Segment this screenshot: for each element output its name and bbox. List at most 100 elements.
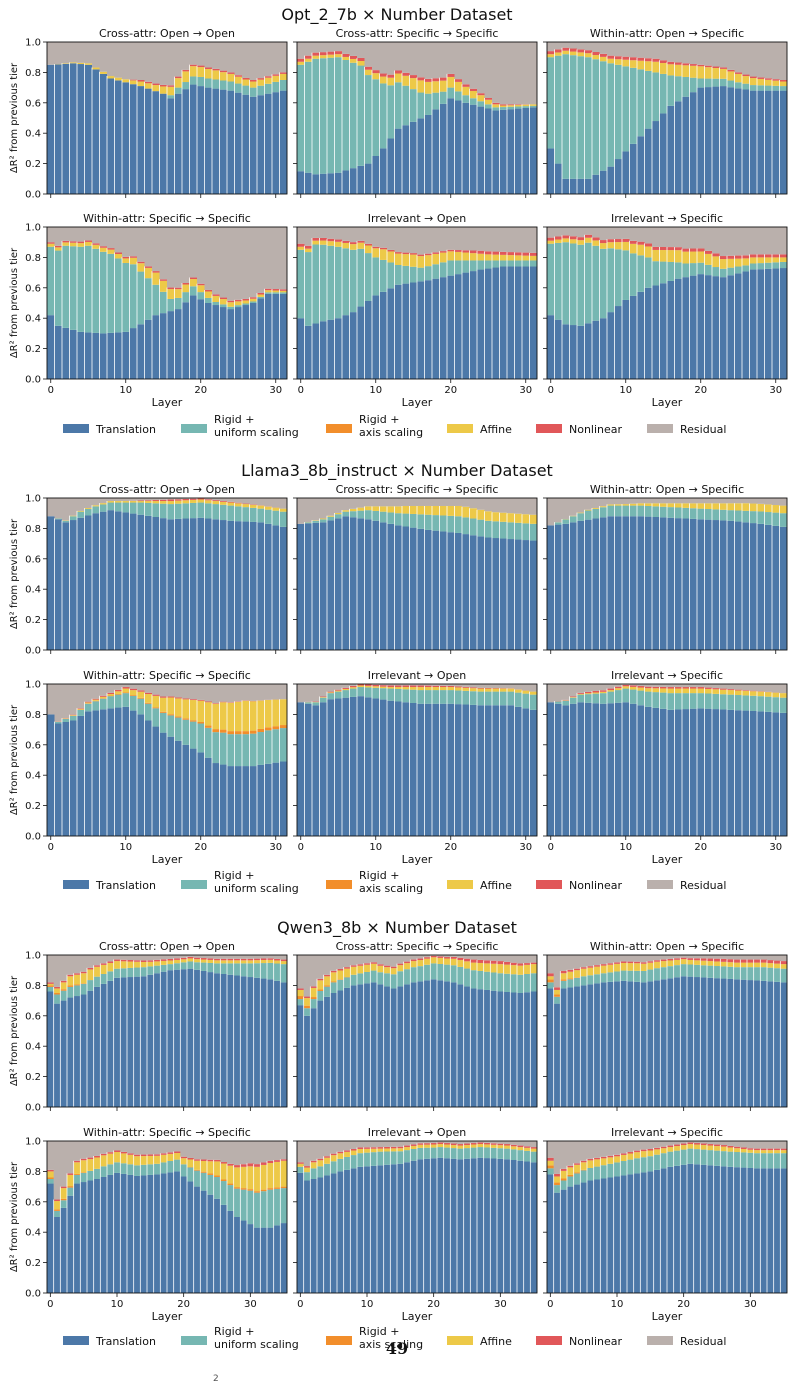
y-tick-label: 0.8 [25, 1167, 41, 1178]
bar-segment-residual [712, 227, 720, 254]
bar-segment-translation [167, 98, 175, 194]
bar-segment-rigid [742, 83, 750, 90]
bar-segment-residual [779, 684, 788, 694]
bar-segment-translation [647, 1171, 654, 1293]
bar-segment-rigid [334, 691, 343, 699]
bar-segment-rigid [242, 507, 250, 522]
bar-segment-residual [547, 684, 555, 703]
bar-segment-rigid [742, 695, 750, 711]
bar-segment-nonlinear [323, 1156, 331, 1158]
bar-segment-nonlinear [547, 237, 555, 241]
bar-segment-nonlinear [484, 687, 493, 689]
bar-segment-affine [462, 687, 470, 691]
bar-segment-nonlinear [477, 93, 485, 96]
bar-segment-nonlinear [182, 69, 190, 72]
bar-segment-translation [409, 703, 418, 836]
bar-segment-affine [523, 1147, 531, 1151]
bar-segment-nonlinear [107, 248, 115, 250]
bar-segment-nonlinear [592, 690, 600, 693]
bar-segment-rigid [337, 979, 344, 991]
bar-segment-translation [67, 997, 74, 1107]
bar-segment-residual [614, 42, 623, 57]
bar-segment-nonlinear [547, 973, 554, 977]
bar-segment-nonlinear [600, 964, 608, 966]
bar-segment-affine [394, 73, 403, 83]
bar-segment-rigid [200, 962, 208, 971]
bar-segment-rigid [719, 268, 728, 278]
bar-segment-affine [249, 701, 258, 731]
bar-segment-translation [492, 110, 500, 194]
bar-segment-translation [107, 1174, 114, 1293]
bar-segment-nonlinear [573, 968, 581, 971]
bar-segment-affine [402, 505, 410, 514]
subplot-title: Within-attr: Specific → Specific [83, 212, 251, 225]
bar-segment-rigid [253, 963, 261, 978]
bar-segment-affine [212, 501, 220, 505]
bar-segment-nonlinear [587, 966, 594, 968]
bar-segment-rigid [469, 691, 478, 705]
bar-segment-residual [417, 498, 425, 506]
bar-segment-rigid [334, 246, 343, 319]
bar-segment-translation [432, 703, 440, 836]
bar-segment-affine [107, 76, 115, 79]
bar-segment-affine [767, 963, 774, 968]
bar-segment-affine [227, 73, 235, 82]
bar-segment-rigid [303, 1008, 311, 1016]
bar-segment-residual [503, 955, 511, 962]
bar-segment-nonlinear [547, 51, 555, 55]
bar-segment-affine [372, 686, 380, 688]
bar-segment-residual [659, 684, 668, 687]
bar-segment-nonlinear [742, 74, 750, 77]
bar-segment-residual [450, 955, 458, 957]
bar-segment-affine [432, 81, 440, 93]
bar-segment-translation [47, 991, 54, 1107]
bar-segment-affine [84, 702, 93, 704]
bar-segment-translation [577, 702, 585, 836]
bar-segment-rigid [469, 260, 478, 272]
legend-swatch [647, 880, 673, 889]
bar-segment-translation [189, 748, 198, 836]
bar-segment-rigid [477, 691, 485, 706]
bar-segment-residual [264, 227, 273, 289]
y-tick-label: 0.8 [25, 981, 41, 992]
bar-segment-affine [113, 961, 121, 969]
bar-segment-residual [147, 1141, 154, 1155]
bar-segment-nonlinear [152, 83, 160, 86]
bar-segment-translation [430, 1158, 438, 1293]
bar-segment-affine [304, 58, 313, 62]
bar-segment-rigid [253, 1192, 261, 1228]
bar-segment-rigid [390, 974, 398, 989]
bar-segment-nonlinear [463, 1143, 471, 1146]
bar-segment-residual [204, 42, 213, 68]
bar-segment-translation [484, 537, 493, 650]
bar-segment-affine [499, 512, 508, 522]
bar-segment-nonlinear [454, 686, 463, 688]
bar-segment-nonlinear [584, 50, 593, 54]
bar-segment-translation [319, 522, 328, 650]
bar-segment-residual [707, 955, 714, 959]
bar-segment-rigid [327, 693, 335, 700]
y-tick-label: 0.6 [25, 554, 41, 565]
bar-segment-translation [372, 698, 380, 836]
bar-segment-affine [477, 688, 485, 692]
bar-segment-residual [297, 684, 305, 703]
x-axis-label: Layer [652, 853, 683, 866]
bar-segment-affine [704, 253, 713, 265]
bar-segment-translation [417, 528, 425, 650]
bar-segment-nonlinear [424, 685, 433, 688]
bar-segment-translation [212, 763, 220, 836]
bar-segment-residual [622, 42, 630, 57]
bar-segment-nonlinear [387, 685, 395, 688]
bar-segment-nonlinear [213, 958, 221, 961]
bar-segment-nonlinear [514, 104, 523, 105]
bar-segment-residual [522, 684, 530, 691]
x-tick-label: 0 [47, 1299, 53, 1310]
bar-segment-rigid [152, 503, 160, 517]
bar-segment-translation [554, 703, 563, 836]
bar-segment-affine [522, 255, 530, 261]
bar-segment-nonlinear [197, 283, 205, 286]
bar-segment-rigid [357, 65, 365, 166]
bar-segment-rigid [323, 1163, 331, 1176]
bar-segment-nonlinear [174, 76, 183, 79]
bar-segment-rigid [69, 715, 78, 721]
